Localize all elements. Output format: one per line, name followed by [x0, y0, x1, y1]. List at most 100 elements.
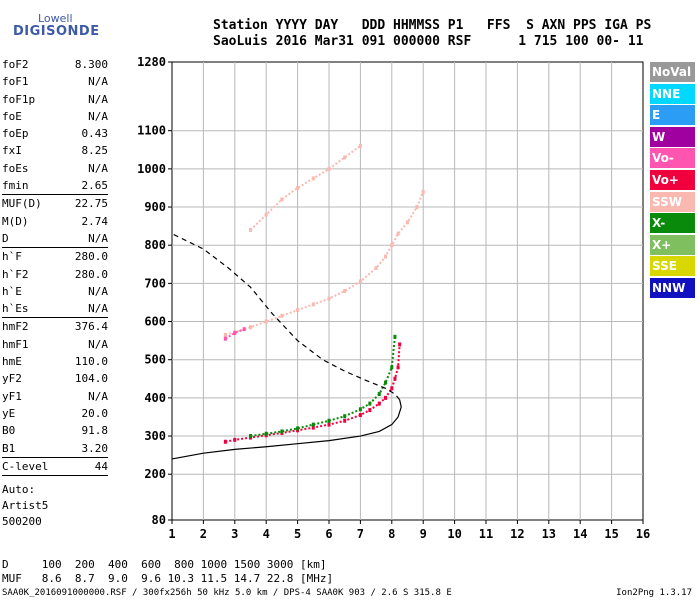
param-value: 2.65	[81, 179, 109, 193]
trace-line	[224, 328, 245, 340]
legend-item-x-: X+	[650, 234, 695, 255]
param-name: C-level	[2, 459, 49, 473]
param-name: foF1p	[2, 92, 36, 106]
x-tick-label: 4	[263, 527, 270, 541]
x-tick-label: 6	[325, 527, 332, 541]
param-row-mufd: MUF(D) 22.75	[2, 195, 108, 212]
param-name: foF1	[2, 75, 29, 89]
param-value: N/A	[88, 231, 108, 245]
trace-line	[249, 145, 361, 231]
y-tick-label: 80	[152, 513, 166, 527]
param-row-hmf1: hmF1 N/A	[2, 336, 108, 353]
y-tick-label: 1000	[137, 162, 166, 176]
param-row-foe: foE N/A	[2, 108, 108, 125]
trace-point	[280, 197, 284, 202]
param-name: h`E	[2, 284, 22, 298]
param-name: hmE	[2, 355, 22, 369]
param-row-hf2: h`F2 280.0	[2, 266, 108, 283]
trace-point	[384, 380, 388, 385]
trace-point	[390, 365, 394, 370]
scaled-parameters-panel: foF2 8.300 foF1 N/A foF1p N/A foE N/A foEp 0.43 fx…	[2, 56, 109, 477]
header-row-values: SaoLuis 2016 Mar31 091 000000 RSF 1 715 …	[213, 34, 644, 49]
x-tick-label: 2	[200, 527, 207, 541]
param-value: N/A	[88, 302, 108, 316]
trace-line	[225, 191, 425, 336]
legend-item-vo-: Vo+	[650, 169, 695, 190]
param-value: 20.0	[81, 406, 109, 420]
param-row-hme: hmE 110.0	[2, 353, 108, 370]
trace-point	[280, 313, 284, 318]
legend-item-ssw: SSW	[650, 191, 695, 212]
y-tick-label: 1280	[137, 55, 166, 69]
trace-point	[396, 231, 400, 236]
trace-point	[296, 185, 300, 190]
param-name: h`F2	[2, 267, 29, 281]
trace-point	[374, 266, 378, 271]
param-value: 91.8	[81, 424, 109, 438]
trace-point	[393, 334, 397, 339]
trace-point	[343, 155, 347, 160]
param-value: N/A	[88, 161, 108, 175]
param-value: N/A	[88, 75, 108, 89]
param-row-hf: h`F 280.0	[2, 248, 108, 265]
param-row-b1: B1 3.20	[2, 440, 108, 457]
param-value: 8.300	[74, 58, 108, 71]
auto-label: Auto:	[2, 483, 36, 496]
param-name: foF2	[2, 58, 29, 71]
param-value: 2.74	[81, 214, 109, 228]
param-value: 0.43	[81, 127, 109, 141]
param-value: 280.0	[74, 250, 108, 264]
x-tick-label: 3	[231, 527, 238, 541]
trace-point	[296, 426, 300, 431]
x-tick-label: 10	[447, 527, 461, 541]
param-row-yf1: yF1 N/A	[2, 388, 108, 405]
param-value: 110.0	[74, 355, 108, 369]
param-name: foEp	[2, 127, 29, 141]
param-row-he: h`E N/A	[2, 283, 108, 300]
param-row-yf2: yF2 104.0	[2, 370, 108, 387]
param-separator	[2, 456, 108, 458]
legend-item-vo-: Vo-	[650, 148, 695, 169]
param-separator	[2, 194, 108, 196]
x-tick-label: 15	[604, 527, 618, 541]
param-separator	[2, 475, 108, 477]
trace-point	[406, 220, 409, 225]
param-name: foE	[2, 109, 22, 123]
param-value: N/A	[88, 109, 108, 123]
param-value: 376.4	[74, 320, 108, 334]
y-tick-label: 300	[144, 429, 166, 443]
param-row-foes: foEs N/A	[2, 160, 108, 177]
x-tick-label: 11	[479, 527, 493, 541]
trace-point	[280, 429, 284, 434]
file-info-footer: SAA0K_2016091000000.RSF / 300fx256h 50 k…	[2, 588, 452, 598]
param-row-ye: yE 20.0	[2, 405, 108, 422]
param-row-d: D N/A	[2, 230, 108, 247]
param-name: MUF(D)	[2, 197, 42, 211]
trace-point	[233, 330, 237, 335]
param-value: 280.0	[74, 267, 108, 281]
trace-line	[225, 344, 401, 443]
param-separator	[2, 317, 108, 319]
distance-row: D 100 200 400 600 800 1000 1500 3000 [km…	[2, 558, 327, 571]
x-tick-label: 1	[168, 527, 175, 541]
auto-program: Artist5	[2, 499, 49, 512]
x-tick-label: 16	[636, 527, 650, 541]
param-value: 22.75	[74, 197, 108, 211]
param-name: D	[2, 231, 9, 245]
digisonde-logo-text: DIGISONDE	[13, 24, 100, 39]
param-name: h`F	[2, 250, 22, 264]
y-tick-label: 700	[144, 276, 166, 290]
param-row-md: M(D) 2.74	[2, 213, 108, 230]
plot-frame	[171, 61, 644, 521]
profile-curve-lower	[171, 399, 402, 460]
trace-point	[343, 289, 347, 293]
param-name: yF1	[2, 389, 22, 403]
polarization-legend: NoVal NNE E W Vo- Vo+ SSW X- X+ SSE NNW	[650, 62, 695, 300]
trace-point	[311, 422, 315, 427]
trace-point	[390, 386, 394, 391]
legend-item-nnw: NNW	[650, 277, 695, 298]
param-value: N/A	[88, 389, 108, 403]
x-tick-label: 12	[510, 527, 524, 541]
param-value: 104.0	[74, 372, 108, 386]
